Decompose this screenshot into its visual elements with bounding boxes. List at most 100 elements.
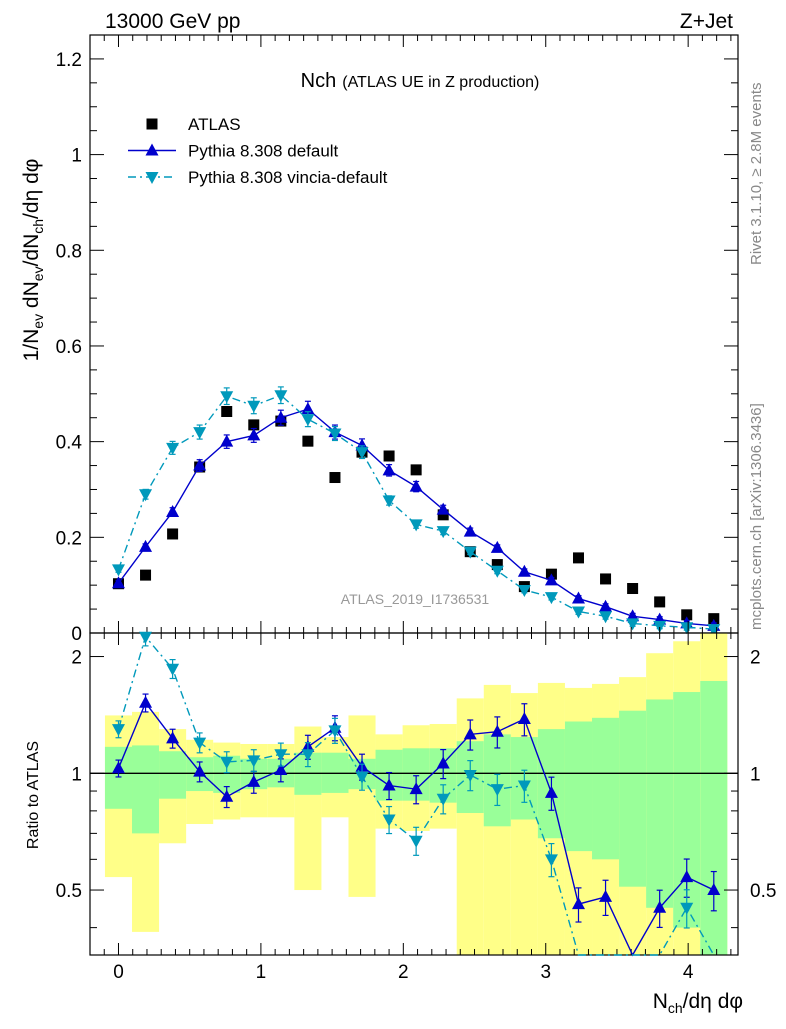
x-tick-label: 3: [540, 962, 551, 983]
legend-label: ATLAS: [188, 115, 241, 134]
series-2-ratio-point: [166, 663, 180, 676]
series-2-point: [111, 564, 125, 577]
series-2-ratio-point: [247, 755, 261, 768]
series-0-point: [302, 435, 314, 447]
plot-title: Nch (ATLAS UE in Z production): [301, 70, 540, 92]
y-tick-label: 0.6: [56, 337, 82, 358]
series-1-ratio-point: [490, 724, 504, 737]
ratio-plot: 0 1 2 3 4 0.5 0.5 1 1 2 2: [56, 621, 776, 983]
series-1-ratio-point: [544, 785, 558, 798]
ratio-y-label: Ratio to ATLAS: [25, 741, 42, 849]
ratio-tick-label: 0.5: [56, 881, 82, 902]
series-2-point: [220, 391, 234, 404]
ratio-band-inner: [619, 710, 647, 887]
series-0-point: [572, 552, 584, 564]
series-0-point: [383, 450, 395, 462]
series-2-ratio-point: [193, 737, 207, 750]
series-1-point: [517, 564, 531, 577]
series-2-ratio-point: [328, 725, 342, 738]
series-2-point: [328, 428, 342, 441]
series-1-ratio-point: [653, 900, 667, 913]
series-0-point: [681, 609, 693, 621]
series-0-point: [437, 509, 449, 521]
x-axis-label: Nch/dη dφ: [653, 990, 743, 1016]
series-2-point: [599, 611, 613, 624]
series-2-ratio-point: [680, 902, 694, 915]
y-axis-label: 1/Nev dNev/dNch/dη dφ: [20, 159, 46, 362]
legend-marker: [145, 143, 159, 156]
series-1-ratio-point: [382, 778, 396, 791]
ratio-band-inner: [646, 699, 674, 908]
series-2-point: [517, 584, 531, 597]
y-tick-label: 0: [71, 624, 82, 645]
series-2-ratio-point: [111, 724, 125, 737]
series-2-point: [490, 565, 504, 578]
legend-marker: [145, 172, 159, 184]
series-1-ratio-point: [599, 889, 613, 902]
legend-marker: [146, 118, 158, 130]
series-1-ratio-point: [571, 897, 585, 910]
y-tick-label: 0.8: [56, 241, 82, 262]
ratio-tick-label: 1: [750, 764, 761, 785]
header-left: 13000 GeV pp: [105, 10, 240, 33]
series-1-point: [599, 599, 613, 612]
series-1-ratio-point: [409, 782, 423, 795]
ratio-tick-label: 0.5: [750, 881, 776, 902]
series-1-ratio-point: [680, 870, 694, 883]
series-1-point: [193, 458, 207, 471]
series-2-ratio-point: [274, 749, 288, 762]
ratio-frame: [89, 632, 739, 956]
legend-label: Pythia 8.308 vincia-default: [188, 168, 388, 187]
series-2-point: [193, 427, 207, 440]
series-0-point: [167, 528, 179, 540]
header-right: Z+Jet: [680, 10, 733, 33]
series-0-point: [600, 573, 612, 585]
series-0-point: [248, 419, 260, 431]
series-2-ratio-point: [139, 631, 153, 644]
series-1-point: [544, 573, 558, 586]
series-1-point: [111, 576, 125, 589]
x-tick-label: 4: [683, 962, 694, 983]
x-tick-label: 1: [256, 962, 267, 983]
series-2-ratio-point: [220, 756, 234, 769]
series-0-point: [410, 464, 422, 476]
series-2-ratio-point: [355, 771, 369, 784]
series-1-ratio-point: [139, 695, 153, 708]
series-2-ratio-point: [301, 749, 315, 762]
series-2-point: [409, 519, 423, 532]
ratio-tick-label: 1: [71, 764, 82, 785]
side-label-bottom: mcplots.cern.ch [arXiv:1306.3436]: [748, 403, 765, 630]
series-0-point: [708, 613, 720, 625]
series-1-point: [274, 410, 288, 423]
series-1-ratio-point: [274, 762, 288, 775]
y-tick-label: 1.2: [56, 50, 82, 71]
series-1-ratio-point: [247, 774, 261, 787]
y-tick-label: 0.4: [56, 433, 83, 454]
series-0-point: [627, 583, 639, 595]
series-0-point: [654, 596, 666, 608]
ratio-tick-label: 2: [750, 648, 761, 669]
series-0-point: [221, 406, 233, 418]
series-1-point: [490, 540, 504, 553]
series-0-point: [140, 569, 152, 581]
series-1-ratio-point: [193, 764, 207, 777]
ratio-tick-label: 2: [71, 648, 82, 669]
series-2-point: [626, 618, 640, 631]
ratio-band-inner: [104, 746, 133, 809]
series-2-point: [382, 495, 396, 508]
ratio-band-inner: [159, 751, 187, 799]
series-0-point: [329, 472, 341, 484]
series-1-point: [166, 504, 180, 517]
series-1-point: [301, 402, 315, 415]
series-1-point: [139, 539, 153, 552]
series-1-point: [436, 502, 450, 515]
watermark: ATLAS_2019_I1736531: [341, 591, 490, 607]
series-2-ratio-point: [409, 835, 423, 848]
series-2-ratio-point: [544, 854, 558, 867]
legend-label: Pythia 8.308 default: [188, 142, 339, 161]
ratio-band-outer: [348, 715, 376, 897]
series-2-point: [355, 447, 369, 460]
series-2-point: [274, 390, 288, 403]
series-2-point: [247, 400, 261, 413]
ratio-band-inner: [592, 717, 620, 860]
